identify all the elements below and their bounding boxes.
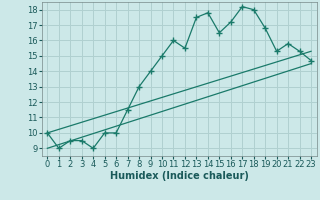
X-axis label: Humidex (Indice chaleur): Humidex (Indice chaleur) xyxy=(110,171,249,181)
